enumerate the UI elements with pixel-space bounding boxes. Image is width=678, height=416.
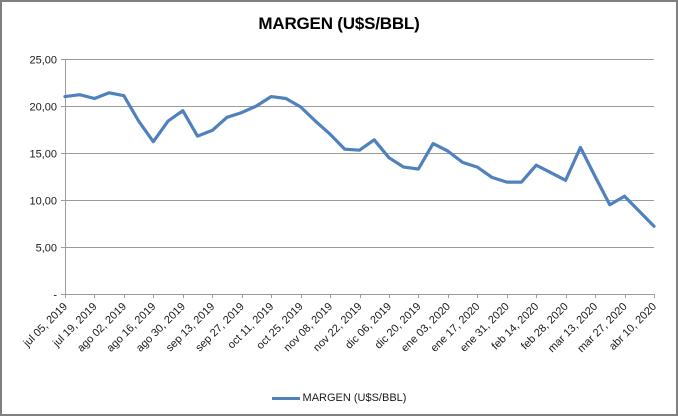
y-axis-tick-label: 5,00 <box>36 243 57 255</box>
y-axis-tick-label: 25,00 <box>29 55 57 67</box>
chart-title: MARGEN (U$S/BBL) <box>258 14 420 33</box>
legend-label: MARGEN (U$S/BBL) <box>302 392 407 404</box>
y-axis-tick-label: 10,00 <box>29 196 57 208</box>
y-axis-tick-label: - <box>53 290 57 302</box>
legend: MARGEN (U$S/BBL) <box>2 392 676 404</box>
y-axis-tick-label: 20,00 <box>29 102 57 114</box>
legend-line-swatch <box>271 396 300 400</box>
y-axis-tick-label: 15,00 <box>29 149 57 161</box>
series-line <box>63 91 656 228</box>
